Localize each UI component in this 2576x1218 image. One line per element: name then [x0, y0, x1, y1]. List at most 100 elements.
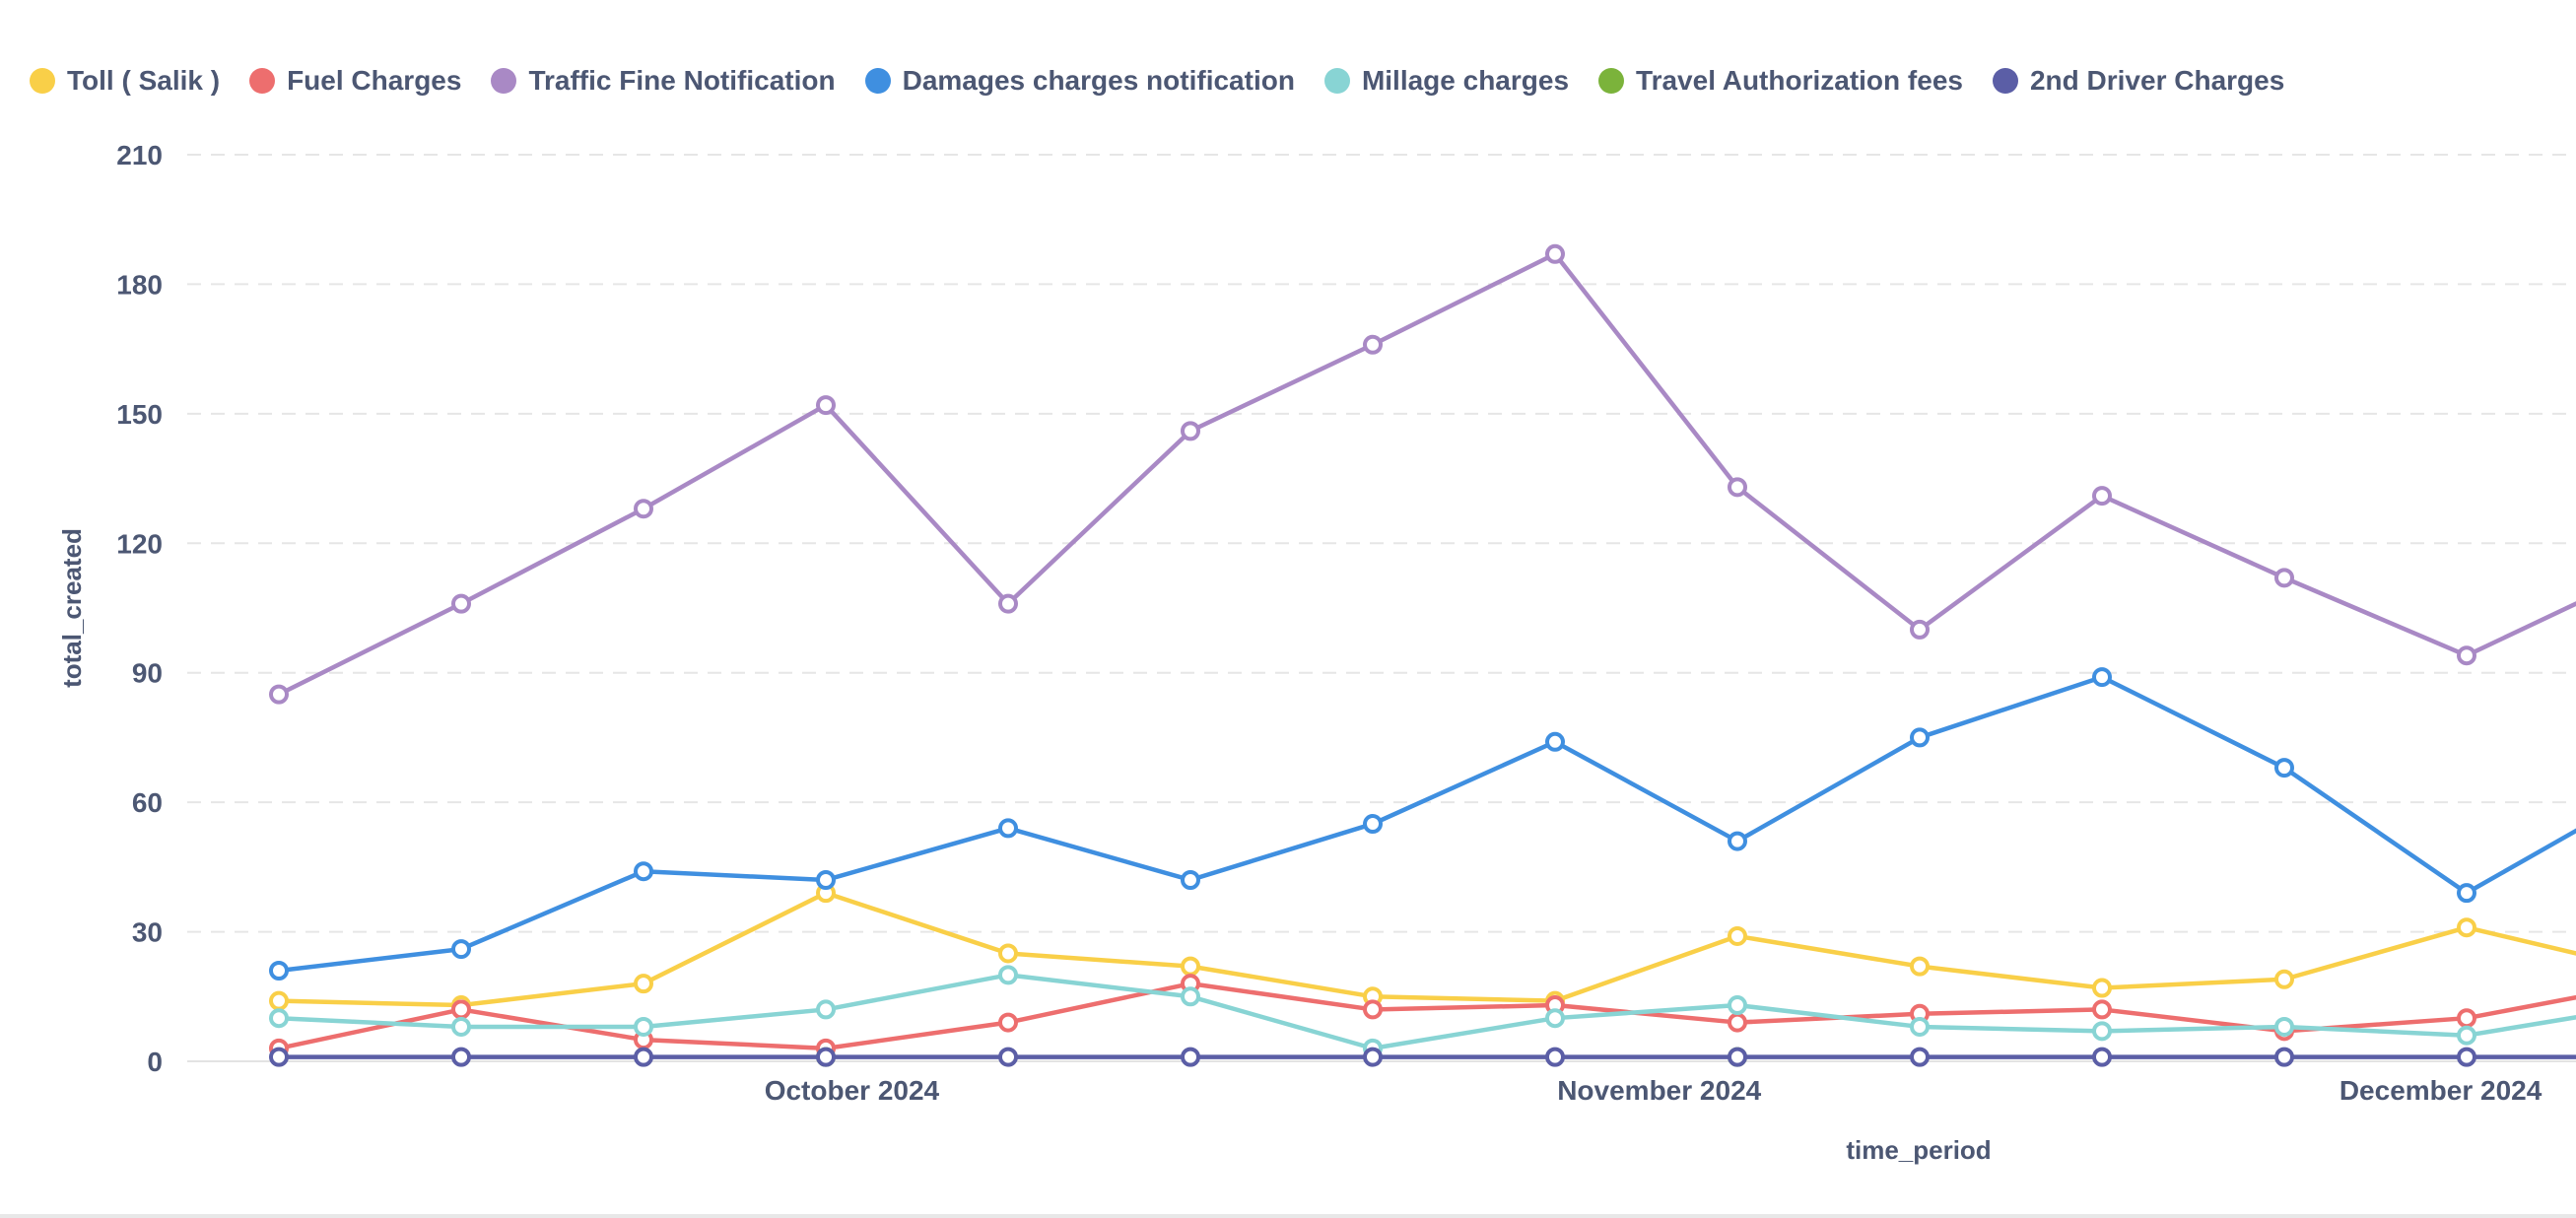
data-point[interactable] [998, 1012, 1018, 1033]
data-point[interactable] [1363, 334, 1383, 355]
legend-label: Traffic Fine Notification [528, 65, 836, 96]
data-point[interactable] [998, 1047, 1018, 1067]
data-point[interactable] [816, 395, 836, 416]
data-point[interactable] [451, 999, 471, 1020]
data-point[interactable] [269, 1047, 289, 1067]
data-point[interactable] [998, 818, 1018, 839]
chart-legend: Toll ( Salik ) Fuel Charges Traffic Fine N… [30, 65, 2314, 97]
x-tick-label: November 2024 [1557, 1075, 1761, 1106]
data-point[interactable] [634, 861, 653, 882]
data-point[interactable] [2092, 999, 2112, 1020]
data-point[interactable] [1910, 619, 1930, 640]
data-point[interactable] [2457, 917, 2476, 938]
data-point[interactable] [2274, 969, 2294, 989]
data-point[interactable] [1728, 1012, 1747, 1033]
data-point[interactable] [1728, 925, 1747, 946]
legend-item[interactable]: Toll ( Salik ) [30, 65, 220, 97]
data-point[interactable] [998, 965, 1018, 985]
data-point[interactable] [269, 684, 289, 705]
data-point[interactable] [2092, 486, 2112, 507]
data-point[interactable] [1910, 1047, 1930, 1067]
data-point[interactable] [1728, 831, 1747, 851]
data-point[interactable] [1363, 814, 1383, 835]
data-point[interactable] [2092, 667, 2112, 688]
data-point[interactable] [2457, 645, 2476, 666]
legend-dot-icon [1323, 68, 1350, 94]
y-tick-label: 30 [132, 917, 163, 948]
series-line [277, 251, 2576, 697]
data-point[interactable] [1363, 999, 1383, 1020]
data-point[interactable] [816, 1047, 836, 1067]
data-point[interactable] [1728, 995, 1747, 1016]
data-point[interactable] [1545, 1047, 1565, 1067]
series-line [278, 890, 2576, 1008]
legend-item[interactable]: Millage charges [1323, 65, 1570, 97]
data-point[interactable] [1181, 986, 1200, 1007]
data-point[interactable] [269, 990, 289, 1011]
legend-dot-icon [1598, 68, 1625, 94]
legend-item[interactable]: Fuel Charges [249, 65, 461, 97]
data-point[interactable] [1910, 727, 1930, 748]
legend-label: Fuel Charges [287, 65, 462, 96]
legend-item[interactable]: Travel Authorization fees [1598, 65, 1963, 97]
y-tick-label: 120 [116, 528, 163, 559]
data-point[interactable] [451, 1016, 471, 1037]
data-point[interactable] [451, 1047, 471, 1067]
legend-label: Travel Authorization fees [1636, 65, 1963, 96]
legend-item[interactable]: Damages charges notification [864, 65, 1295, 97]
data-point[interactable] [1728, 1047, 1747, 1067]
data-point[interactable] [1363, 1047, 1383, 1067]
legend-dot-icon [249, 68, 276, 94]
data-point[interactable] [816, 870, 836, 890]
data-point[interactable] [1181, 870, 1200, 890]
data-point[interactable] [1181, 1047, 1200, 1067]
series-line [278, 674, 2576, 974]
data-point[interactable] [1545, 731, 1565, 752]
data-point[interactable] [2457, 883, 2476, 904]
data-point[interactable] [269, 1008, 289, 1029]
data-point[interactable] [2457, 1047, 2476, 1067]
legend-item[interactable]: 2nd Driver Charges [1992, 65, 2285, 97]
data-point[interactable] [998, 943, 1018, 964]
y-tick-label: 150 [116, 399, 163, 430]
data-point[interactable] [1910, 1016, 1930, 1037]
legend-label: 2nd Driver Charges [2029, 65, 2285, 96]
data-point[interactable] [451, 939, 471, 960]
data-point[interactable] [269, 961, 289, 981]
data-point[interactable] [998, 593, 1018, 614]
data-point[interactable] [634, 499, 653, 519]
legend-dot-icon [30, 68, 55, 94]
data-point[interactable] [1181, 956, 1200, 977]
y-tick-label: 180 [116, 269, 163, 300]
data-point[interactable] [2092, 1047, 2112, 1067]
legend-label: Damages charges notification [902, 65, 1295, 96]
y-tick-label: 0 [147, 1047, 163, 1077]
data-point[interactable] [2274, 1047, 2294, 1067]
data-point[interactable] [2092, 978, 2112, 998]
data-point[interactable] [1728, 477, 1747, 498]
legend-item[interactable]: Traffic Fine Notification [491, 65, 836, 97]
x-tick-label: October 2024 [765, 1075, 940, 1106]
legend-label: Toll ( Salik ) [67, 65, 221, 96]
x-tick-label: December 2024 [2339, 1075, 2542, 1106]
legend-label: Millage charges [1361, 65, 1570, 96]
data-point[interactable] [634, 1047, 653, 1067]
data-point[interactable] [634, 1016, 653, 1037]
data-point[interactable] [1181, 421, 1200, 441]
data-point[interactable] [2092, 1021, 2112, 1042]
data-point[interactable] [1910, 956, 1930, 977]
data-point[interactable] [2457, 1025, 2476, 1046]
series-line [278, 973, 2576, 1051]
data-point[interactable] [634, 974, 653, 994]
data-point[interactable] [2274, 1016, 2294, 1037]
data-point[interactable] [1545, 1008, 1565, 1029]
x-axis-label: time_period [1846, 1135, 1991, 1165]
y-axis-label: total_created [57, 528, 87, 688]
data-point[interactable] [2274, 568, 2294, 588]
data-point[interactable] [816, 999, 836, 1020]
legend-dot-icon [864, 68, 891, 94]
data-point[interactable] [451, 593, 471, 614]
data-point[interactable] [1545, 243, 1565, 264]
data-point[interactable] [2457, 1008, 2476, 1029]
data-point[interactable] [2274, 758, 2294, 778]
